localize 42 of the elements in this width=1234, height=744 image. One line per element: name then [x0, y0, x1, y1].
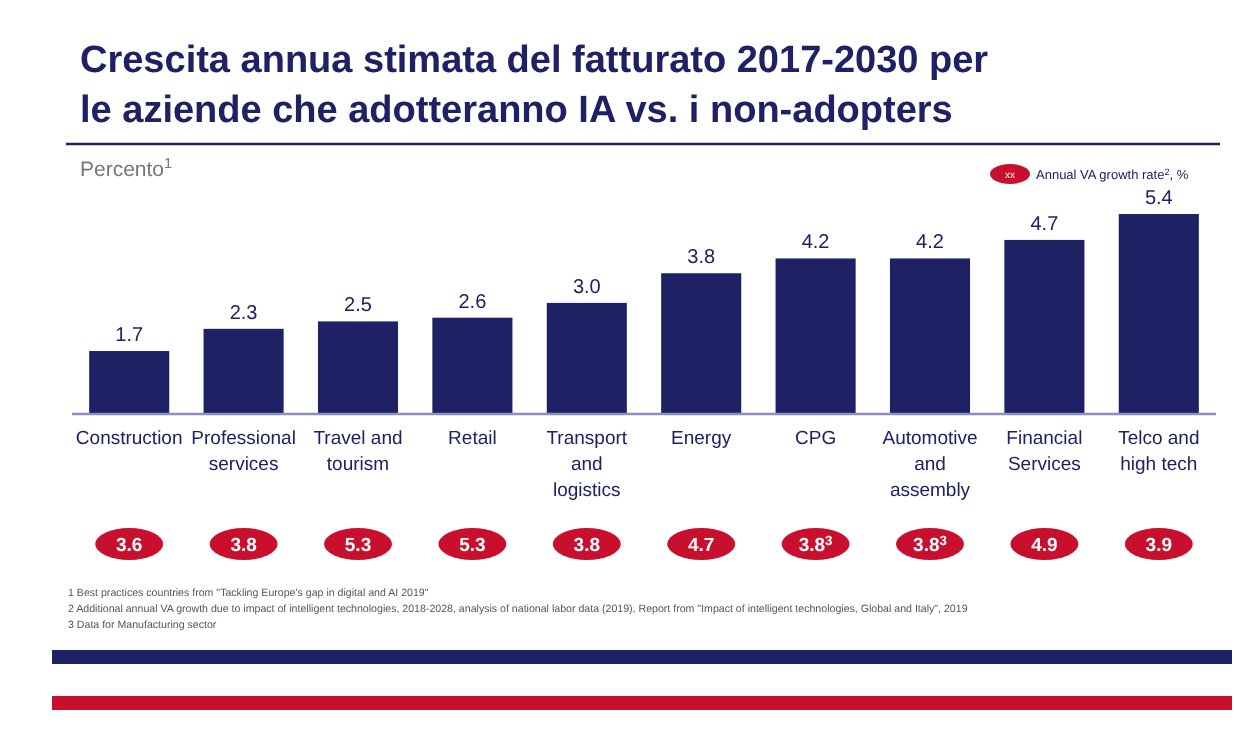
text: 3.8$^{3}$	[913, 534, 948, 557]
data-label: 4.2	[916, 232, 945, 255]
x-tick-label: Automotive and assembly	[882, 428, 978, 502]
bar	[546, 302, 627, 414]
bar	[661, 273, 742, 414]
text: 4.7	[687, 535, 715, 557]
text: 3.8	[230, 535, 257, 557]
text: 5.3	[459, 535, 486, 557]
data-label: 1.7	[115, 325, 144, 348]
bar	[89, 351, 170, 414]
y-axis-title: Percento$^{1}$	[80, 153, 173, 182]
data-label: 2.6	[458, 291, 488, 314]
text: 4.9	[1031, 535, 1058, 557]
x-tick-label: Transport and logistics	[546, 428, 628, 502]
x-tick-label: CPG	[795, 428, 837, 450]
x-tick-label: Professional services	[191, 428, 296, 476]
text: 3.9	[1145, 535, 1173, 557]
bar	[317, 321, 399, 414]
bar	[775, 258, 856, 414]
bar	[889, 258, 971, 414]
bar	[1118, 214, 1199, 414]
x-tick-label: Retail	[448, 428, 497, 450]
data-label: 2.5	[344, 295, 373, 318]
data-label: 5.4	[1144, 188, 1174, 210]
x-tick-label: Financial Services	[1006, 428, 1083, 476]
bar	[432, 317, 513, 414]
x-tick-label: Construction	[75, 428, 183, 450]
x-tick-label: Energy	[671, 428, 732, 450]
data-label: 4.7	[1030, 213, 1060, 236]
data-label: 2.3	[229, 302, 259, 325]
text: 3.8	[573, 535, 601, 557]
x-tick-label: Telco and high tech	[1118, 428, 1200, 476]
text: 3.8$^{3}$	[798, 534, 834, 557]
data-label: 3.8	[687, 247, 716, 270]
bar	[203, 328, 284, 414]
data-label: 3.0	[572, 276, 602, 299]
x-tick-label: Travel and tourism	[313, 428, 403, 476]
data-label: 4.2	[801, 232, 831, 255]
text: 5.3	[344, 535, 372, 557]
text: 3.6	[115, 535, 143, 557]
bar	[1004, 239, 1085, 414]
chart-title: Crescita annua stimata del fatturato 2017-2030 per le aziende che adotteranno IA vs. i non-adopters	[80, 40, 990, 132]
